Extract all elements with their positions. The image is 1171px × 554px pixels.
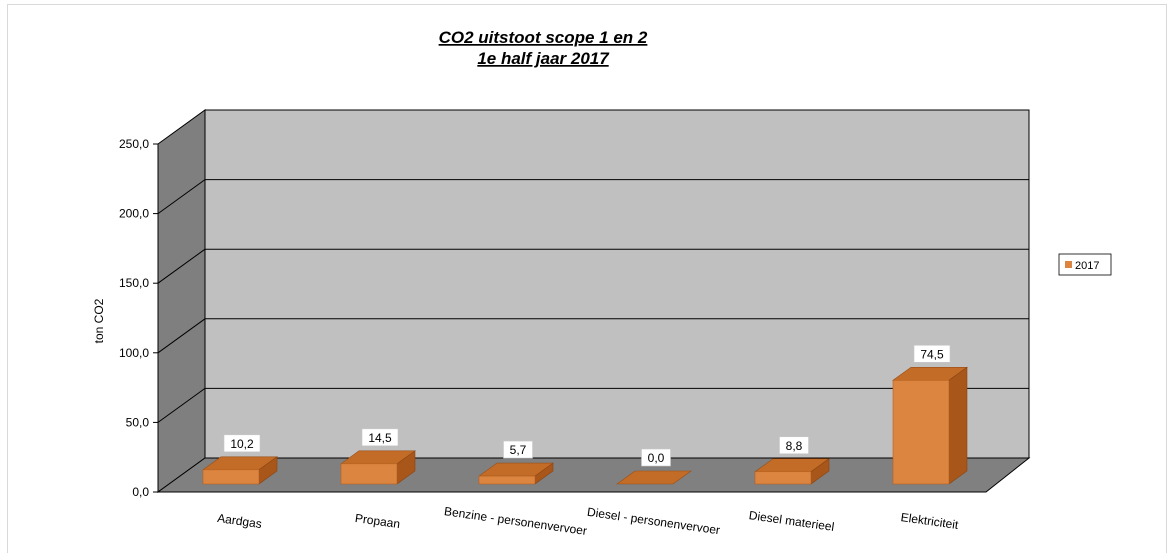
category-label: Diesel materieel	[748, 508, 835, 534]
chart-title-line1: CO2 uitstoot scope 1 en 2	[439, 28, 648, 47]
legend-swatch	[1065, 261, 1072, 268]
data-label-box	[361, 428, 399, 447]
category-label: Propaan	[354, 511, 401, 531]
data-label: 8,8	[786, 439, 803, 453]
gridline-side	[157, 179, 206, 215]
bar	[892, 379, 950, 485]
bar	[340, 463, 398, 485]
y-tick-label: 250,0	[119, 137, 149, 151]
data-label: 74,5	[920, 347, 944, 361]
data-label-box	[913, 344, 951, 363]
side-wall	[157, 109, 206, 493]
y-tick-label: 50,0	[126, 415, 150, 429]
bar-side	[948, 366, 968, 485]
bar	[202, 469, 260, 485]
chart-canvas: CO2 uitstoot scope 1 en 2 1e half jaar 2…	[92, 28, 1112, 538]
bar	[478, 475, 536, 485]
data-label: 14,5	[368, 431, 392, 445]
y-tick-label: 200,0	[119, 207, 149, 221]
bar	[754, 471, 812, 485]
y-tick-label: 150,0	[119, 276, 149, 290]
gridline-side	[157, 387, 206, 423]
category-label: Diesel - personenvervoer	[586, 505, 721, 538]
legend-label: 2017	[1075, 260, 1099, 272]
data-label-box	[503, 440, 533, 459]
category-label: Aardgas	[216, 511, 262, 531]
bar-top	[616, 470, 692, 485]
back-wall	[204, 109, 1030, 459]
data-label: 10,2	[230, 437, 254, 451]
category-label: Elektriciteit	[900, 510, 960, 532]
data-label: 0,0	[648, 451, 665, 465]
legend-box	[1058, 253, 1112, 276]
gridline-side	[157, 318, 206, 354]
chart-frame: CO2 uitstoot scope 1 en 2 1e half jaar 2…	[7, 4, 1167, 553]
data-label-box	[223, 434, 261, 453]
y-tick-label: 0,0	[132, 485, 149, 499]
y-tick-label: 100,0	[119, 346, 149, 360]
y-axis-label: ton CO2	[92, 298, 106, 343]
category-label: Benzine - personenvervoer	[443, 504, 588, 538]
chart-title-line2: 1e half jaar 2017	[477, 49, 610, 68]
data-label-box	[641, 448, 671, 467]
data-label-box	[779, 436, 809, 455]
gridline-side	[157, 248, 206, 284]
data-label: 5,7	[510, 443, 527, 457]
